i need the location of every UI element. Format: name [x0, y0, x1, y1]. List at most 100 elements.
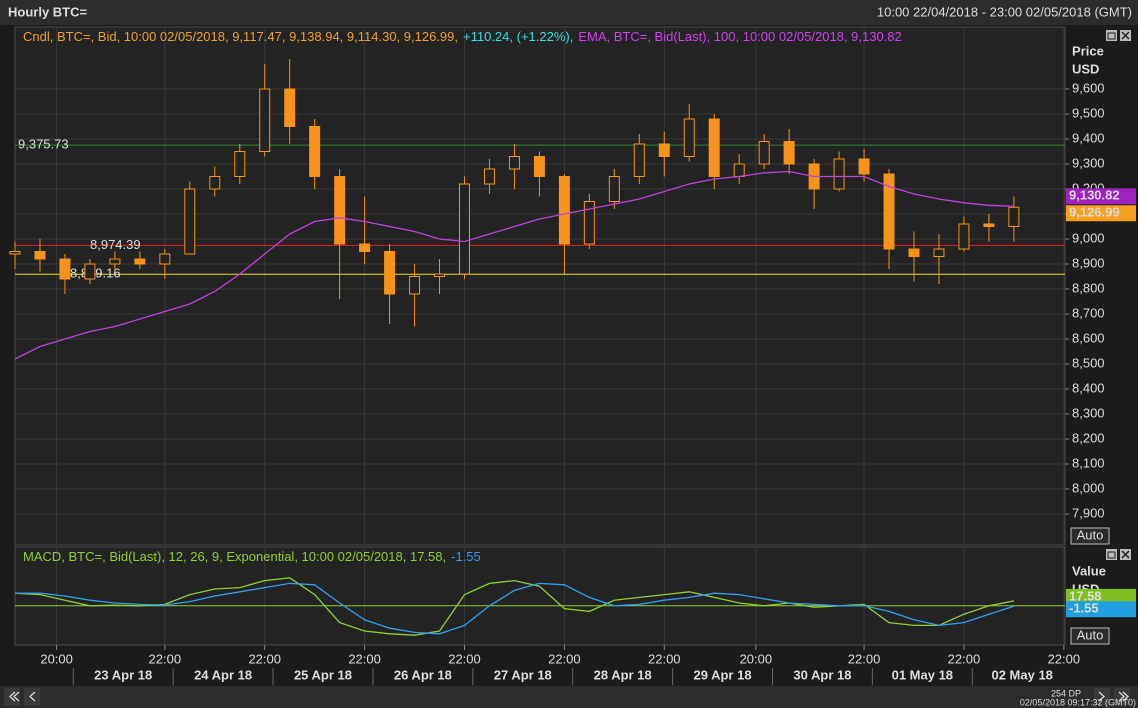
- reference-label: 9,375.73: [18, 137, 69, 152]
- legend-entry: MACD, BTC=, Bid(Last), 12, 26, 9, Expone…: [23, 549, 446, 564]
- axis-unit: USD: [1072, 61, 1099, 76]
- close-icon: [1121, 31, 1130, 559]
- plot-area: 9,6009,5009,4009,3009,2009,1009,0008,900…: [9, 28, 1105, 544]
- y-tick-label: 8,700: [1072, 305, 1105, 320]
- candle-body: [409, 276, 421, 295]
- scroll-end-button[interactable]: [1114, 688, 1130, 705]
- auto-button[interactable]: [1070, 527, 1110, 545]
- y-tick-label: 9,600: [1072, 80, 1105, 95]
- day-label: 02 May 18: [991, 667, 1052, 682]
- day-label: 24 Apr 18: [194, 667, 252, 682]
- macd-panel: [14, 546, 1066, 646]
- candle-body: [284, 88, 296, 127]
- scroll-icons: [9, 691, 1129, 702]
- candle-body: [184, 188, 196, 255]
- candle-body: [908, 248, 920, 257]
- x-tick-label: 20:00: [40, 651, 73, 666]
- y-tick-label: 8,900: [1072, 255, 1105, 270]
- day-label: 01 May 18: [892, 667, 953, 682]
- last-value-tag: [1066, 205, 1136, 222]
- candle-body: [259, 88, 271, 152]
- last-value-label: 9,126.99: [1069, 205, 1120, 220]
- y-tick-label: 8,200: [1072, 430, 1105, 445]
- candle-body: [9, 251, 21, 255]
- restore-button[interactable]: [1106, 549, 1117, 560]
- candle-body: [109, 258, 121, 265]
- legend-entry: -1.55: [451, 549, 481, 564]
- data-point-count: 254 DP: [1051, 688, 1081, 698]
- day-label: 29 Apr 18: [694, 667, 752, 682]
- last-value-label: 9,130.82: [1069, 188, 1120, 203]
- candle-body: [758, 141, 770, 165]
- candle-body: [583, 201, 595, 245]
- x-tick-label: 22:00: [248, 651, 281, 666]
- scroll-right-button[interactable]: [1094, 688, 1110, 705]
- day-label: 26 Apr 18: [394, 667, 452, 682]
- legend-entry: EMA, BTC=, Bid(Last), 100, 10:00 02/05/2…: [578, 29, 901, 44]
- candle-body: [134, 258, 146, 265]
- candle-body: [708, 118, 720, 177]
- auto-label: Auto: [1077, 527, 1104, 542]
- x-tick-label: 20:00: [740, 651, 773, 666]
- scroll-left-button[interactable]: [24, 688, 40, 705]
- candle-body: [159, 253, 171, 265]
- y-tick-label: 8,600: [1072, 330, 1105, 345]
- candle-body: [933, 248, 945, 257]
- price-panel: [14, 26, 1066, 546]
- last-value-label: 17.58: [1069, 588, 1102, 603]
- candle-body: [858, 158, 870, 175]
- candle-body: [833, 158, 845, 190]
- panel-buttons: [1106, 30, 1131, 560]
- restore-button[interactable]: [1106, 30, 1117, 41]
- candle-body: [633, 143, 645, 177]
- candle-body: [733, 163, 745, 177]
- plot-area: [14, 548, 1065, 644]
- candle-body: [309, 126, 321, 177]
- candle-body: [483, 168, 495, 185]
- candle-body: [608, 176, 620, 202]
- x-tick-label: 22:00: [648, 651, 681, 666]
- candle-body: [883, 173, 895, 250]
- x-tick-label: 22:00: [448, 651, 481, 666]
- restore-icon: [1107, 32, 1116, 40]
- day-label: 30 Apr 18: [793, 667, 851, 682]
- candle-body: [508, 156, 520, 170]
- axis-title: Price: [1072, 43, 1104, 58]
- x-tick-label: 22:00: [149, 651, 182, 666]
- y-tick-label: 8,300: [1072, 405, 1105, 420]
- window-title: Hourly BTC=: [8, 4, 88, 19]
- axis-title: Value: [1072, 563, 1106, 578]
- y-tick-label: 8,100: [1072, 455, 1105, 470]
- candle-body: [209, 176, 221, 190]
- x-tick-label: 22:00: [948, 651, 981, 666]
- day-label: 23 Apr 18: [94, 667, 152, 682]
- candle-body: [558, 176, 570, 245]
- title-bar: [0, 0, 1138, 25]
- day-label: 28 Apr 18: [594, 667, 652, 682]
- y-tick-label: 8,000: [1072, 480, 1105, 495]
- candle-body: [658, 143, 670, 157]
- y-tick-label: 8,800: [1072, 280, 1105, 295]
- last-value-tag: [1066, 588, 1136, 605]
- x-tick-label: 22:00: [548, 651, 581, 666]
- candle-body: [434, 273, 446, 277]
- candle-body: [334, 176, 346, 245]
- y-tick-label: 7,900: [1072, 505, 1105, 520]
- restore-icon: [1107, 551, 1116, 559]
- candle-body: [59, 258, 71, 280]
- y-tick-label: 9,500: [1072, 105, 1105, 120]
- candle-body: [459, 183, 471, 275]
- auto-label: Auto: [1077, 627, 1104, 642]
- timestamp: 02/05/2018 09:17:32 (GMT0): [1020, 697, 1136, 707]
- legend-entry: +110.24, (+1.22%),: [463, 29, 573, 44]
- auto-button[interactable]: [1070, 627, 1110, 645]
- candle-body: [683, 118, 695, 157]
- scroll-start-button[interactable]: [4, 688, 20, 705]
- legend-entry: Cndl, BTC=, Bid, 10:00 02/05/2018, 9,117…: [23, 29, 458, 44]
- candle-body: [783, 141, 795, 165]
- x-tick-label: 22:00: [348, 651, 381, 666]
- last-value-tag: [1066, 601, 1136, 618]
- date-range: 10:00 22/04/2018 - 23:00 02/05/2018 (GMT…: [877, 4, 1132, 19]
